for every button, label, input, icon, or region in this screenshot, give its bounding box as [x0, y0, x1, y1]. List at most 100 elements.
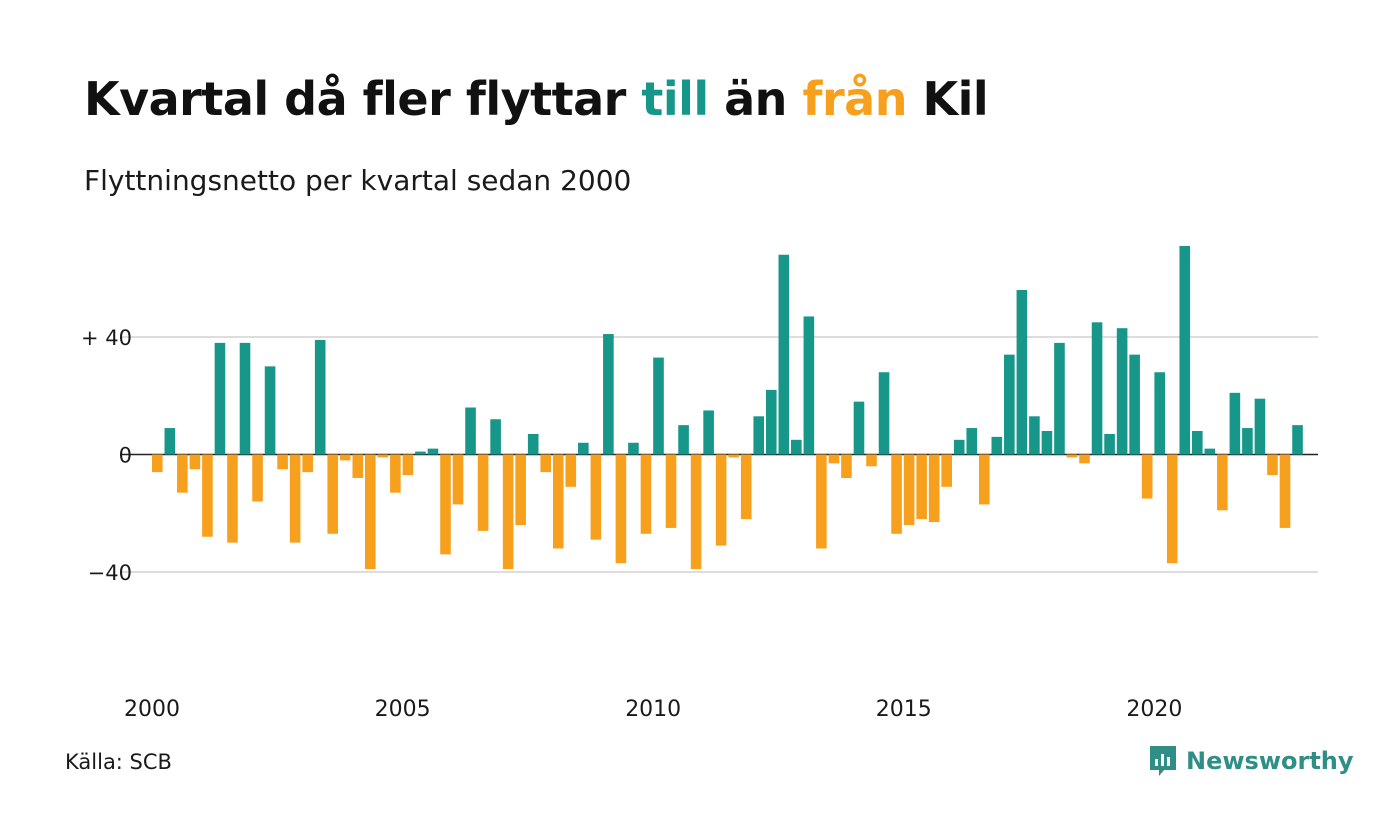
- title-fran-highlight: från: [802, 72, 907, 126]
- bar-q22: [415, 451, 426, 455]
- title-part-2: än: [708, 72, 803, 126]
- bar-q11: [277, 454, 288, 470]
- bar-q25: [452, 454, 464, 505]
- bar-q32: [540, 454, 552, 473]
- bar-q62: [916, 454, 927, 520]
- bar-q6: [214, 342, 226, 455]
- bar-q14: [314, 339, 326, 455]
- bar-q63: [928, 454, 940, 523]
- bar-q30: [515, 454, 526, 525]
- bar-q83: [1179, 245, 1191, 455]
- x-tick-label: 2000: [124, 697, 180, 722]
- bar-q5: [202, 454, 213, 537]
- bar-q45: [703, 410, 714, 455]
- bar-q57: [853, 401, 865, 455]
- bar-q59: [878, 372, 890, 455]
- y-axis-ticks: + 40 0 −40: [81, 326, 132, 585]
- y-tick-label: + 40: [81, 326, 132, 350]
- bar-q54: [816, 454, 827, 549]
- bar-q71: [1029, 416, 1040, 455]
- bar-q84: [1191, 431, 1203, 455]
- bar-q9: [252, 454, 263, 502]
- bar-q87: [1229, 392, 1241, 455]
- bar-q48: [740, 454, 752, 520]
- x-axis-ticks: 2000 2005 2010 2015 2020: [124, 697, 1182, 722]
- bar-q91: [1279, 454, 1291, 528]
- bar-q46: [715, 454, 727, 546]
- bar-q19: [377, 454, 389, 458]
- bar-q60: [891, 454, 902, 534]
- newsworthy-logo-icon: [1150, 746, 1176, 776]
- title-till-highlight: till: [641, 72, 709, 126]
- bar-q4: [189, 454, 201, 470]
- bar-q68: [991, 436, 1003, 455]
- bar-q18: [365, 454, 376, 570]
- bar-q76: [1091, 322, 1103, 455]
- bar-q33: [552, 454, 564, 549]
- title-part-1: Kvartal då fler flyttar: [84, 72, 642, 126]
- bar-q35: [578, 442, 589, 455]
- bar-q13: [302, 454, 313, 473]
- bar-q37: [603, 334, 614, 455]
- bar-q82: [1166, 454, 1178, 564]
- bar-q69: [1004, 354, 1015, 455]
- bar-q55: [828, 454, 840, 464]
- bar-q12: [289, 454, 301, 543]
- bar-q70: [1016, 290, 1028, 455]
- bar-q2: [164, 428, 176, 455]
- bar-q28: [490, 419, 501, 455]
- bar-q66: [966, 428, 978, 455]
- bar-q92: [1292, 425, 1303, 455]
- title-part-3: Kil: [906, 72, 989, 126]
- x-tick-label: 2020: [1126, 697, 1182, 722]
- y-tick-label: −40: [88, 561, 132, 585]
- bar-q85: [1204, 448, 1216, 455]
- bar-q49: [753, 416, 765, 455]
- bar-q56: [841, 454, 852, 478]
- source-label: Källa: SCB: [65, 750, 172, 774]
- bar-q34: [565, 454, 577, 487]
- bar-q31: [527, 433, 539, 455]
- bar-q42: [665, 454, 677, 528]
- bar-q10: [264, 366, 276, 455]
- bar-q51: [778, 254, 790, 455]
- bar-q90: [1267, 454, 1278, 476]
- x-tick-label: 2010: [625, 697, 681, 722]
- bar-q24: [440, 454, 451, 555]
- bar-q73: [1054, 342, 1065, 455]
- bar-q65: [953, 439, 965, 455]
- bar-q81: [1154, 372, 1165, 455]
- bar-q47: [728, 454, 739, 458]
- brand-logo: Newsworthy: [1148, 744, 1354, 778]
- bar-q29: [502, 454, 514, 570]
- brand-name: Newsworthy: [1186, 747, 1354, 775]
- bar-q86: [1217, 454, 1228, 511]
- bar-q53: [803, 316, 815, 455]
- bar-q50: [765, 389, 777, 455]
- bar-q67: [978, 454, 990, 505]
- bar-q61: [903, 454, 915, 525]
- chart-subtitle: Flyttningsnetto per kvartal sedan 2000: [84, 164, 632, 197]
- bar-q44: [690, 454, 702, 570]
- bar-q79: [1129, 354, 1140, 455]
- bar-q75: [1079, 454, 1090, 464]
- x-tick-label: 2015: [876, 697, 932, 722]
- bar-q58: [866, 454, 877, 467]
- bar-q41: [653, 357, 664, 455]
- bar-q1: [152, 454, 163, 473]
- bar-q89: [1254, 398, 1266, 455]
- y-tick-label: 0: [119, 444, 132, 468]
- bar-q39: [628, 442, 639, 455]
- bar-q23: [427, 448, 439, 455]
- bar-q72: [1041, 431, 1053, 455]
- bar-q78: [1116, 328, 1128, 455]
- bar-q7: [227, 454, 238, 543]
- bar-q21: [402, 454, 414, 476]
- bar-q64: [941, 454, 952, 487]
- bar-q40: [640, 454, 652, 534]
- bar-q77: [1104, 433, 1115, 455]
- bar-q27: [477, 454, 489, 531]
- bar-q20: [390, 454, 401, 493]
- bar-q8: [239, 342, 251, 455]
- bar-q36: [590, 454, 602, 540]
